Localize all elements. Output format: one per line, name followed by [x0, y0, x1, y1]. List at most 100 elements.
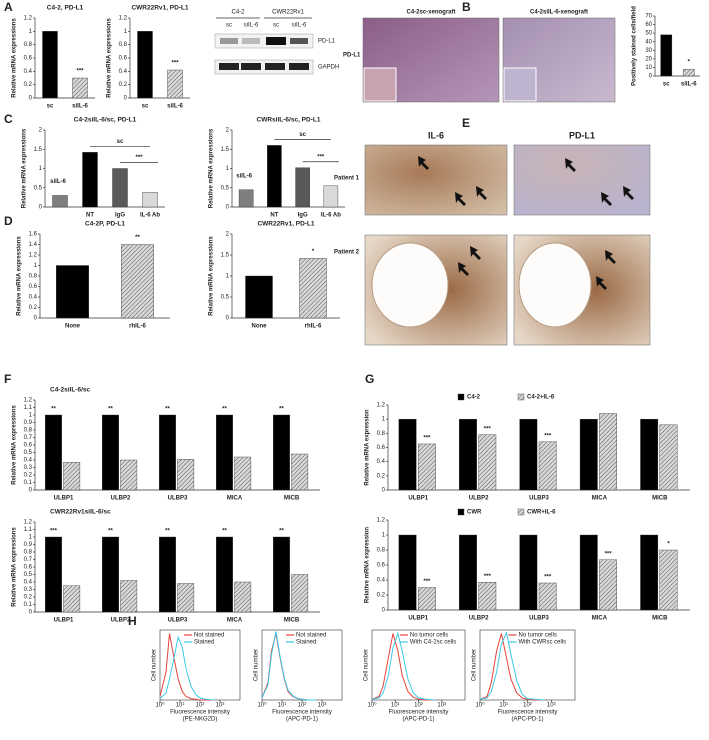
- x-tick-label: MICB: [652, 496, 668, 502]
- bar: [538, 582, 557, 611]
- x-tick-label: sc: [663, 82, 670, 88]
- bar: [478, 582, 497, 611]
- y-tick-label: 0.8: [119, 42, 128, 48]
- x-tick-label: 10³: [437, 703, 446, 709]
- y-tick-label: 0.6: [24, 56, 33, 62]
- y-tick-label: 0.6: [377, 445, 386, 451]
- y-tick-label: 0.5: [24, 572, 33, 578]
- x-tick-label: ULBP3: [529, 616, 549, 622]
- x-tick-label: MICA: [592, 616, 608, 622]
- bar: [238, 189, 254, 208]
- image-column: IL-6: [428, 130, 444, 140]
- image-column: C4-2sc-xenograft: [406, 10, 455, 16]
- x-axis-label: Fluorescence intensity: [389, 710, 449, 716]
- legend-label: CWR+IL-6: [527, 510, 556, 516]
- x-tick-label: MICB: [652, 616, 668, 622]
- bar: [519, 534, 538, 611]
- y-tick-label: 0.8: [377, 431, 386, 437]
- significance: ***: [76, 69, 84, 75]
- bar: [299, 258, 327, 319]
- image-row: Patient 2: [334, 250, 360, 256]
- bar: [418, 587, 436, 611]
- bar: [216, 536, 233, 613]
- x-tick-label: 10³: [216, 703, 225, 709]
- y-axis-label: Relative mRNA expressions: [12, 527, 18, 607]
- y-tick-label: 0.3: [24, 587, 33, 593]
- bar: [45, 536, 62, 613]
- y-tick-label: 0.9: [24, 420, 33, 426]
- bar: [660, 34, 673, 77]
- y-axis-label: Positively stained cells/field: [632, 6, 638, 86]
- bar: [398, 534, 417, 611]
- histogram-line: [159, 635, 215, 701]
- y-tick-label: 1: [124, 29, 128, 35]
- y-tick-label: 1.2: [24, 16, 33, 22]
- bar: [291, 453, 309, 491]
- y-tick-label: 0.5: [24, 450, 33, 456]
- x-axis-label: (APC-PD-1): [402, 717, 434, 723]
- x-tick-label: rhIL-6: [129, 324, 146, 330]
- image-column: PD-L1: [569, 130, 595, 140]
- bar: [519, 418, 538, 491]
- bar: [295, 167, 310, 208]
- x-tick-label: MICA: [227, 496, 243, 502]
- y-tick-label: 0: [226, 205, 230, 211]
- blot-lane: sc: [273, 23, 279, 29]
- y-tick-label: 0.6: [29, 284, 38, 290]
- legend-label: Not stained: [296, 633, 326, 639]
- y-tick-label: 0: [29, 96, 33, 102]
- x-tick-label: 10³: [318, 703, 327, 709]
- y-axis-label: Relative mRNA expression: [365, 409, 371, 485]
- blot-band: PD-L1: [318, 39, 336, 45]
- bar: [120, 459, 138, 491]
- y-tick-label: 0.2: [24, 595, 33, 601]
- significance: *: [312, 249, 315, 255]
- legend-label: Stained: [194, 640, 214, 646]
- y-tick-label: 1.5: [34, 147, 43, 153]
- y-tick-label: 1.2: [29, 253, 38, 259]
- y-tick-label: 0.2: [24, 82, 33, 88]
- bar: [121, 244, 154, 319]
- bar: [234, 581, 252, 613]
- x-tick-label: ULBP1: [408, 616, 428, 622]
- y-tick-label: 0.4: [377, 459, 386, 465]
- y-tick-label: 0: [34, 316, 38, 322]
- significance: *: [667, 542, 670, 548]
- legend-label: With C4-2sc cells: [410, 640, 456, 646]
- y-tick-label: 0.4: [377, 578, 386, 584]
- x-tick-label: 10²: [523, 703, 532, 709]
- legend-label: C4-2: [467, 395, 481, 401]
- y-axis-label: Relative mRNA expressions: [12, 18, 18, 98]
- y-tick-label: 0.5: [221, 295, 230, 301]
- significance: **: [279, 529, 284, 535]
- y-tick-label: 10: [645, 65, 652, 71]
- x-tick-label: IgG: [115, 213, 125, 219]
- x-tick-label: 10¹: [391, 703, 400, 709]
- bar: [599, 559, 617, 611]
- x-tick-label: ULBP1: [54, 496, 74, 502]
- blot-lane: sc: [226, 23, 232, 29]
- y-tick-label: 1.2: [377, 403, 386, 409]
- x-tick-label: ULBP3: [168, 618, 188, 624]
- image-row: Patient 1: [334, 176, 360, 182]
- y-axis-label: Relative mRNA expressions: [12, 405, 18, 485]
- x-tick-label: NT: [86, 213, 94, 219]
- y-axis-label: Cell number: [254, 649, 260, 681]
- y-tick-label: 1: [39, 166, 43, 172]
- legend-label: Not stained: [194, 633, 224, 639]
- histogram-line: [371, 633, 435, 701]
- y-tick-label: 1.2: [119, 16, 128, 22]
- legend-label: No tumor cells: [410, 633, 448, 639]
- y-tick-label: 0.8: [24, 42, 33, 48]
- blot-band: GAPDH: [318, 65, 339, 71]
- bar: [177, 583, 195, 613]
- bracket-label: sc: [299, 132, 306, 138]
- y-tick-label: 0.6: [24, 565, 33, 571]
- panel-label: B: [462, 0, 471, 14]
- y-tick-label: 0.8: [24, 550, 33, 556]
- histogram-line: [261, 631, 316, 701]
- y-tick-label: 0.4: [24, 69, 33, 75]
- x-tick-label: siIL-6: [681, 82, 697, 88]
- y-tick-label: 1: [226, 274, 230, 280]
- bar: [538, 441, 557, 491]
